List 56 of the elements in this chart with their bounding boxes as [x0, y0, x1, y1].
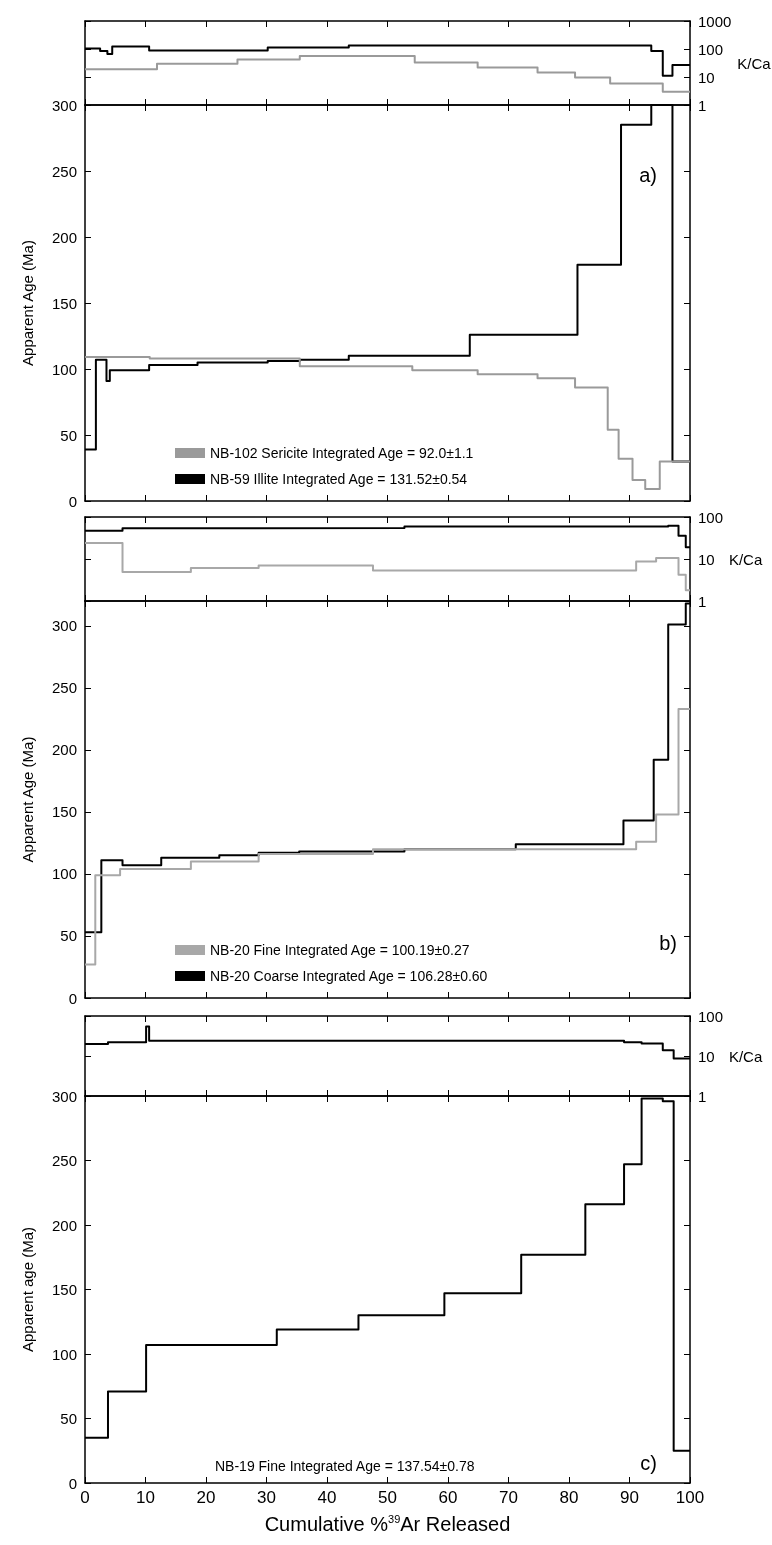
y2-tick-label: 1 — [698, 1087, 707, 1105]
y-tick-label: 50 — [60, 426, 77, 444]
y-tick-label: 200 — [51, 228, 77, 246]
y-tick-label: 50 — [60, 927, 77, 945]
legend-label: NB-59 Illite Integrated Age = 131.52±0.54 — [210, 471, 468, 487]
y-axis-title: Apparent Age (Ma) — [19, 240, 36, 366]
annotation: c) — [640, 1452, 658, 1474]
x-tick-label: 10 — [136, 1488, 155, 1507]
y-tick-label: 150 — [51, 1281, 77, 1298]
y-tick-label: 250 — [51, 679, 77, 697]
y2-tick-label: 1 — [698, 592, 707, 610]
y2-tick-label: 1000 — [698, 12, 732, 30]
y-tick-label: 150 — [51, 294, 77, 312]
y-axis-title: Apparent age (Ma) — [19, 1226, 36, 1353]
y2-tick-label: 100 — [698, 40, 724, 58]
legend-label: NB-102 Sericite Integrated Age = 92.0±1.1 — [210, 445, 474, 461]
x-tick-label: 50 — [378, 1488, 397, 1507]
y2-axis-title: K/Ca — [737, 54, 772, 72]
y-tick-label: 300 — [51, 96, 77, 114]
y2-axis-title: K/Ca — [728, 550, 763, 568]
legend-label: NB-20 Coarse Integrated Age = 106.28±0.60 — [210, 968, 488, 984]
x-tick-label: 20 — [196, 1488, 216, 1507]
y2-tick-label: 10 — [698, 68, 715, 86]
y-tick-label: 100 — [51, 1345, 77, 1363]
x-tick-label: 90 — [620, 1488, 639, 1507]
y2-tick-label: 10 — [698, 1047, 715, 1065]
y-tick-label: 200 — [51, 1216, 77, 1234]
y2-tick-label: 100 — [698, 1007, 724, 1025]
x-tick-label: 100 — [675, 1488, 705, 1507]
annotation: a) — [639, 164, 658, 186]
y-tick-label: 50 — [60, 1410, 77, 1427]
y2-tick-label: 100 — [698, 508, 724, 526]
x-tick-label: 0 — [80, 1488, 90, 1507]
x-tick-label: 30 — [257, 1488, 276, 1507]
y-axis-title: Apparent Age (Ma) — [19, 736, 36, 863]
y2-tick-label: 10 — [698, 550, 715, 568]
x-tick-label: 40 — [317, 1488, 337, 1507]
y-tick-label: 150 — [51, 803, 77, 821]
y2-tick-label: 1 — [698, 96, 707, 114]
y-tick-label: 250 — [51, 162, 77, 180]
y-tick-label: 300 — [51, 617, 77, 635]
y-tick-label: 0 — [68, 1474, 77, 1492]
x-tick-label: 60 — [438, 1488, 458, 1507]
y-tick-label: 100 — [51, 360, 77, 378]
y-tick-label: 250 — [51, 1152, 77, 1169]
x-tick-label: 80 — [559, 1488, 579, 1507]
annotation: b) — [659, 932, 678, 954]
annotation: NB-19 Fine Integrated Age = 137.54±0.78 — [215, 1458, 475, 1474]
y2-axis-title: K/Ca — [728, 1047, 763, 1065]
x-tick-label: 70 — [499, 1488, 518, 1507]
legend-label: NB-20 Fine Integrated Age = 100.19±0.27 — [210, 942, 470, 958]
y-tick-label: 100 — [51, 865, 77, 883]
y-tick-label: 0 — [68, 492, 77, 510]
y-tick-label: 0 — [68, 989, 77, 1007]
y-tick-label: 300 — [51, 1087, 77, 1105]
y-tick-label: 200 — [51, 741, 77, 759]
